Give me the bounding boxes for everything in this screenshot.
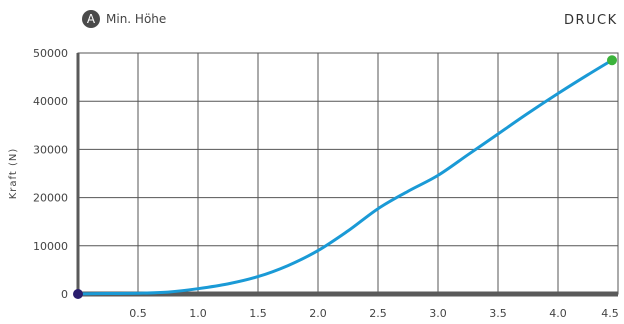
y-tick-label: 40000 [33, 95, 68, 108]
x-tick-label: 3.5 [489, 307, 507, 320]
end-point [607, 55, 617, 66]
marker-a-label: Min. Höhe [106, 12, 167, 26]
chart-points [73, 55, 617, 299]
x-tick-label: 1.5 [249, 307, 267, 320]
y-tick-label: 30000 [33, 143, 68, 156]
force-curve [76, 58, 614, 296]
y-axis-label: Kraft (N) [8, 148, 19, 200]
x-tick-label: 4.5 [601, 307, 619, 320]
mode-label: DRUCK [564, 13, 618, 28]
y-tick-label: 20000 [33, 192, 68, 205]
x-tick-label: 2.5 [369, 307, 387, 320]
chart-axes [76, 53, 618, 297]
x-tick-label: 2.0 [309, 307, 327, 320]
y-tick-label: 50000 [33, 47, 68, 60]
x-tick-label: 0.5 [129, 307, 147, 320]
x-tick-label: 4.0 [549, 307, 567, 320]
plot-frame [77, 52, 619, 295]
chart-ticks: 0.5 1.0 1.5 2.0 2.5 3.0 3.5 4.0 4.5 0 10000 20000 30… [33, 47, 619, 320]
y-tick-label: 0 [61, 288, 68, 301]
start-point [73, 289, 83, 299]
chart-series [76, 58, 614, 296]
x-tick-label: 1.0 [189, 307, 207, 320]
marker-a-badge: A [82, 10, 100, 28]
x-tick-label: 3.0 [429, 307, 447, 320]
chart-grid [77, 52, 619, 295]
y-tick-label: 10000 [33, 240, 68, 253]
